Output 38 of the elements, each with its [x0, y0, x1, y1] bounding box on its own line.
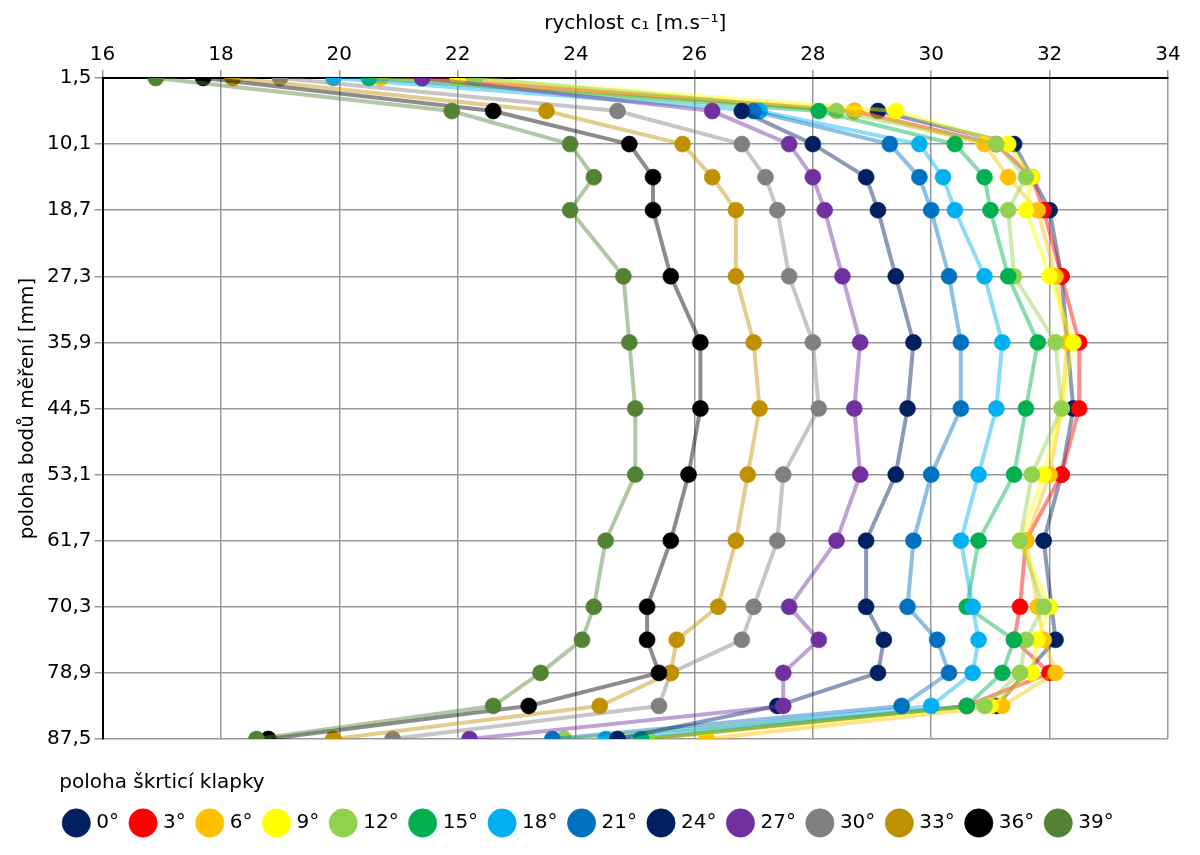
y-tick-label: 87,5: [47, 725, 92, 750]
legend-label: 27°: [760, 809, 796, 834]
legend-label: 18°: [522, 809, 558, 834]
x-tick-label: 32: [1036, 41, 1063, 66]
y-tick-label: 27,3: [47, 262, 92, 287]
x-tick-label: 20: [326, 41, 353, 66]
x-tick-label: 18: [208, 41, 234, 66]
legend-label: 33°: [919, 809, 955, 834]
legend-label: 0°: [96, 809, 120, 834]
legend-label: 3°: [163, 809, 186, 834]
x-axis-title: rychlost c₁ [m.s⁻¹]: [544, 10, 727, 35]
legend-label: 24°: [681, 809, 717, 834]
legend-label: 36°: [998, 809, 1035, 834]
y-tick-label: 1,5: [59, 64, 92, 89]
x-tick-label: 26: [681, 41, 708, 66]
x-tick-label: 34: [1155, 41, 1181, 66]
y-tick-label: 18,7: [47, 196, 92, 221]
x-tick-label: 30: [918, 41, 944, 66]
y-tick-label: 10,1: [47, 130, 92, 155]
legend-label: 39°: [1078, 809, 1114, 834]
y-tick-label: 35,9: [47, 328, 92, 353]
x-tick-label: 22: [444, 41, 471, 66]
x-tick-label: 28: [800, 41, 826, 66]
legend-title: poloha škrticí klapky: [59, 769, 265, 794]
y-tick-label: 78,9: [47, 659, 92, 684]
x-tick-label: 24: [563, 41, 589, 66]
legend-label: 15°: [442, 809, 479, 834]
y-tick-label: 53,1: [47, 460, 92, 485]
y-axis-title: poloha bodů měření [mm]: [14, 277, 39, 540]
legend-label: 30°: [839, 809, 876, 834]
y-tick-label: 44,5: [47, 394, 92, 419]
x-tick-label: 16: [89, 41, 116, 66]
legend-label: 9°: [296, 809, 320, 834]
legend-label: 6°: [229, 809, 253, 834]
y-tick-label: 70,3: [47, 593, 92, 617]
legend-label: 21°: [601, 809, 637, 834]
legend-label: 12°: [363, 809, 399, 834]
y-tick-label: 61,7: [47, 526, 92, 551]
